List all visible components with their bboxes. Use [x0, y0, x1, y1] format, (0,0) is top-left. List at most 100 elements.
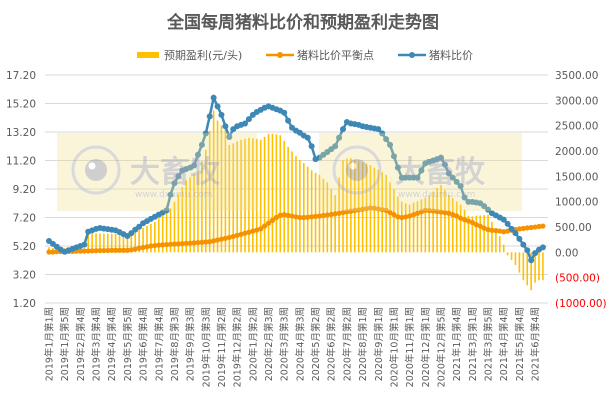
profit-bar — [99, 233, 101, 253]
legend-label-profit: 预期盈利(元/头) — [164, 49, 242, 62]
profit-bar — [357, 161, 360, 253]
profit-bar — [393, 189, 395, 253]
breakeven-point — [410, 212, 417, 218]
breakeven-point — [336, 210, 342, 216]
ratio-point — [242, 120, 248, 127]
breakeven-point — [395, 214, 401, 220]
x-tick-label: 2021年3月第1周 — [467, 307, 479, 381]
breakeven-point — [312, 213, 319, 219]
breakeven-point — [532, 224, 538, 230]
profit-bar — [197, 171, 199, 253]
breakeven-point — [320, 212, 326, 219]
breakeven-point — [473, 222, 479, 228]
profit-bar — [416, 201, 419, 253]
breakeven-point — [540, 223, 546, 229]
x-tick-label: 2021年3月第5周 — [483, 307, 495, 381]
ratio-point — [285, 117, 292, 124]
profit-bar — [208, 130, 211, 253]
breakeven-point — [93, 248, 99, 254]
breakeven-point — [81, 248, 87, 254]
x-tick-label: 2020年8月第1周 — [357, 307, 369, 381]
profit-bar — [408, 204, 411, 253]
profit-bar — [212, 110, 215, 253]
ratio-point — [418, 167, 425, 174]
profit-bar — [295, 156, 297, 253]
profit-bar — [381, 172, 383, 253]
ratio-point — [441, 161, 448, 168]
breakeven-point — [375, 206, 381, 212]
profit-bar — [522, 252, 525, 281]
ratio-point — [449, 174, 456, 181]
profit-bar — [518, 252, 521, 273]
profit-bar — [201, 161, 203, 253]
breakeven-point — [281, 212, 287, 218]
profit-bar — [122, 234, 125, 253]
ratio-point — [332, 143, 339, 150]
profit-bar — [146, 225, 148, 253]
profit-bar — [506, 252, 509, 256]
profit-bar — [216, 120, 219, 253]
breakeven-point — [465, 218, 472, 224]
watermark-url-2: www.dxumu.com — [398, 190, 475, 200]
profit-bar — [346, 158, 348, 253]
profit-bar — [130, 234, 133, 253]
profit-bar — [134, 232, 137, 253]
profit-bar — [193, 174, 195, 253]
profit-bar — [495, 229, 497, 253]
profit-bar — [404, 203, 407, 253]
profit-bar — [228, 144, 231, 253]
profit-bar — [479, 215, 481, 253]
left-tick-label: 17.20 — [6, 70, 36, 82]
profit-bar — [220, 125, 223, 253]
ratio-point — [387, 141, 394, 148]
watermark: 大畜牧 www.dxumu.com 大畜牧 www.dxumu.com — [57, 133, 522, 211]
breakeven-point — [211, 238, 217, 244]
right-tick-label: 1000.00 — [555, 197, 598, 209]
right-tick-label: 2000.00 — [555, 146, 598, 158]
profit-bar — [299, 160, 301, 253]
ratio-point — [226, 133, 233, 140]
breakeven-point — [262, 223, 268, 229]
profit-bar — [432, 191, 434, 253]
breakeven-point — [497, 228, 503, 234]
legend-swatch-profit — [137, 52, 159, 58]
profit-bar — [444, 190, 446, 253]
breakeven-point — [136, 245, 142, 251]
x-tick-label: 2020年2月第3周 — [263, 307, 275, 381]
breakeven-point — [418, 209, 424, 215]
breakeven-point — [309, 214, 315, 220]
breakeven-point — [120, 247, 127, 253]
breakeven-point — [207, 239, 213, 245]
profit-bar — [424, 197, 427, 253]
breakeven-point — [516, 226, 523, 232]
breakeven-point — [371, 205, 377, 211]
profit-bar — [142, 228, 144, 253]
breakeven-point — [132, 246, 138, 252]
left-axis: 17.20 15.20 13.20 11.20 9.20 7.20 5.20 3.20 1.20 — [6, 70, 36, 310]
left-tick-label: 7.20 — [13, 213, 36, 225]
chart-title: 全国每周猪料比价和预期盈利走势图 — [166, 12, 439, 33]
x-tick-label: 2020年9月第1周 — [373, 307, 385, 381]
profit-bar — [314, 172, 317, 253]
breakeven-point — [297, 214, 303, 221]
ratio-point — [202, 130, 209, 137]
profit-bar — [385, 174, 387, 253]
breakeven-point — [269, 217, 276, 223]
profit-bar — [271, 133, 274, 253]
profit-bar — [110, 233, 113, 253]
breakeven-point — [140, 244, 146, 251]
ratio-point — [340, 126, 346, 133]
breakeven-point — [363, 206, 370, 212]
profit-bar — [420, 199, 423, 253]
profit-bar — [118, 234, 121, 253]
watermark-url-1: www.dxumu.com — [135, 190, 212, 200]
ratio-point — [516, 235, 523, 242]
profit-bar — [538, 252, 540, 281]
breakeven-point — [179, 240, 185, 247]
breakeven-point — [528, 224, 534, 231]
breakeven-point — [164, 241, 170, 248]
breakeven-point — [230, 233, 236, 240]
profit-bar — [259, 139, 262, 253]
breakeven-point — [128, 247, 134, 253]
